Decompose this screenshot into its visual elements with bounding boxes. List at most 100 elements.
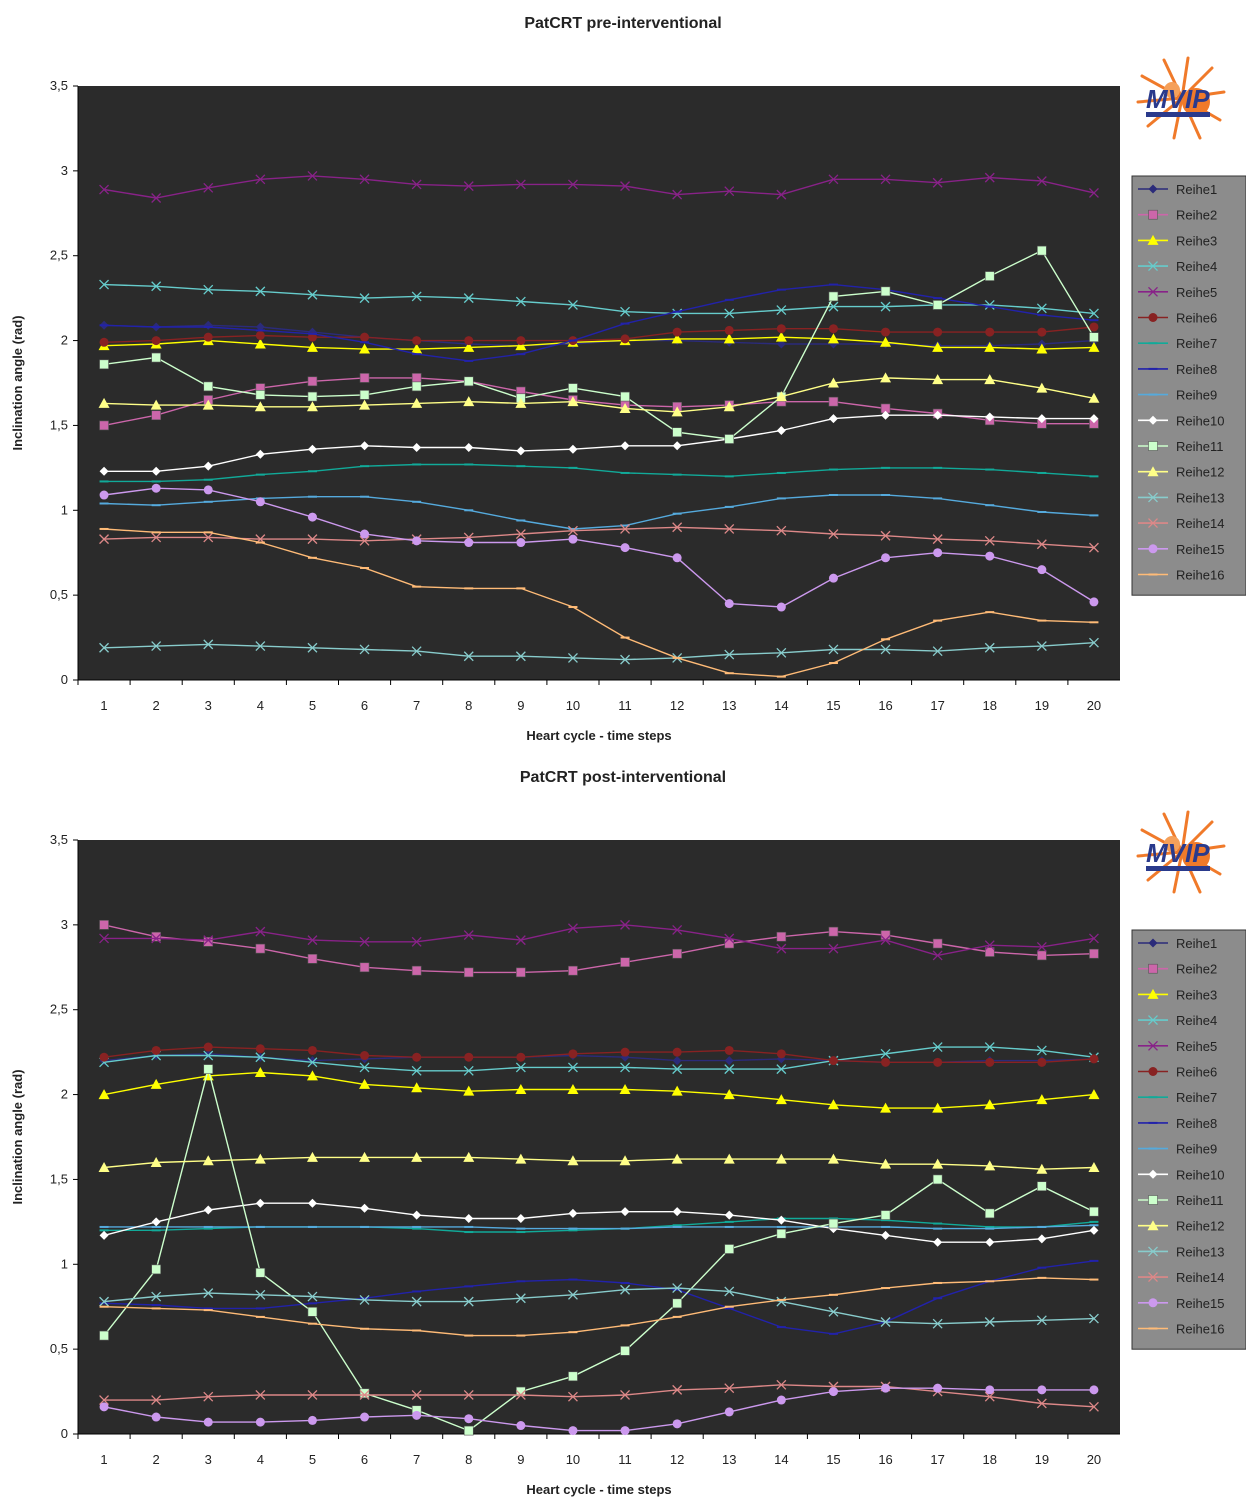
series-reihe12 bbox=[98, 372, 1100, 417]
data-point bbox=[671, 1153, 683, 1164]
series-line bbox=[103, 1260, 1095, 1335]
data-point bbox=[307, 1198, 317, 1208]
data-point bbox=[880, 644, 891, 655]
data-point bbox=[984, 535, 995, 546]
data-point bbox=[881, 553, 891, 563]
data-point bbox=[672, 924, 683, 935]
data-point bbox=[1037, 950, 1047, 961]
data-point bbox=[932, 950, 943, 961]
data-point bbox=[880, 935, 891, 946]
series-reihe15 bbox=[99, 1383, 1099, 1436]
data-point bbox=[1089, 332, 1099, 342]
series-reihe5 bbox=[99, 919, 1099, 961]
legend-item: Reihe11 bbox=[1138, 1193, 1223, 1208]
data-point bbox=[620, 1062, 631, 1073]
data-point bbox=[985, 412, 995, 422]
legend-item: Reihe15 bbox=[1138, 542, 1224, 557]
series-line bbox=[103, 1387, 1094, 1432]
data-point bbox=[1036, 941, 1047, 952]
data-point bbox=[568, 383, 578, 393]
data-point bbox=[307, 1045, 317, 1055]
data-point bbox=[203, 1064, 214, 1074]
data-point bbox=[150, 1156, 162, 1167]
data-point bbox=[672, 1419, 682, 1429]
data-point bbox=[568, 444, 578, 454]
data-point bbox=[933, 410, 943, 420]
data-point bbox=[828, 174, 839, 185]
data-point bbox=[516, 1052, 526, 1062]
data-point bbox=[724, 1383, 735, 1394]
data-point bbox=[828, 529, 839, 540]
legend-swatch-marker bbox=[1148, 1067, 1158, 1076]
data-point bbox=[1089, 322, 1099, 332]
legend-item: Reihe9 bbox=[1138, 1142, 1217, 1157]
data-point bbox=[516, 538, 526, 548]
data-point bbox=[515, 1293, 526, 1304]
data-point bbox=[99, 1395, 110, 1406]
data-point bbox=[933, 1237, 943, 1247]
data-point bbox=[254, 338, 266, 349]
data-point bbox=[411, 1390, 422, 1400]
data-point bbox=[1088, 637, 1099, 648]
data-point bbox=[672, 189, 683, 200]
y-tick-label: 2 bbox=[61, 1087, 68, 1102]
data-point bbox=[672, 427, 682, 438]
data-point bbox=[880, 530, 891, 541]
data-point bbox=[359, 535, 370, 546]
data-point bbox=[151, 410, 161, 421]
legend-swatch-marker bbox=[1148, 184, 1158, 194]
data-point bbox=[359, 373, 370, 383]
legend-item: Reihe11 bbox=[1138, 439, 1223, 454]
chart-title: PatCRT pre-interventional bbox=[524, 15, 721, 32]
x-tick-label: 3 bbox=[205, 698, 212, 713]
series-reihe6 bbox=[99, 322, 1099, 347]
data-point bbox=[881, 410, 891, 420]
data-point bbox=[724, 938, 735, 949]
data-point bbox=[255, 1289, 266, 1300]
data-point bbox=[880, 372, 892, 383]
data-point bbox=[1036, 303, 1047, 314]
y-tick-label: 2,5 bbox=[50, 1002, 68, 1017]
data-point bbox=[203, 381, 214, 392]
data-point bbox=[984, 1391, 995, 1402]
legend-item: Reihe5 bbox=[1138, 1039, 1217, 1054]
x-tick-label: 7 bbox=[413, 1452, 420, 1467]
data-point bbox=[932, 646, 943, 657]
data-point bbox=[567, 1289, 578, 1300]
series-line bbox=[103, 494, 1095, 530]
data-point bbox=[463, 1296, 474, 1307]
x-axis-title: Heart cycle - time steps bbox=[526, 728, 671, 743]
data-point bbox=[307, 289, 318, 300]
data-point bbox=[672, 553, 682, 563]
data-point bbox=[985, 1385, 995, 1395]
x-tick-label: 8 bbox=[465, 1452, 472, 1467]
legend-item: Reihe8 bbox=[1138, 1116, 1217, 1131]
data-point bbox=[620, 1207, 630, 1217]
series-line bbox=[103, 1071, 1095, 1109]
x-tick-label: 16 bbox=[878, 698, 892, 713]
series-reihe7 bbox=[99, 463, 1099, 483]
data-point bbox=[99, 642, 110, 653]
x-tick-label: 2 bbox=[153, 1452, 160, 1467]
y-tick-label: 3 bbox=[61, 163, 68, 178]
legend-item: Reihe14 bbox=[1138, 516, 1224, 531]
data-point bbox=[620, 523, 631, 534]
y-tick-label: 3,5 bbox=[50, 832, 68, 847]
data-point bbox=[307, 391, 318, 402]
series-line bbox=[103, 1277, 1095, 1337]
data-point bbox=[568, 1426, 578, 1436]
legend-label: Reihe6 bbox=[1176, 311, 1217, 326]
data-point bbox=[619, 402, 631, 413]
data-point bbox=[255, 286, 266, 297]
data-point bbox=[568, 1371, 578, 1382]
legend: Reihe1 Reihe2 Reihe3 Reihe4 Reihe5 Reihe6 Reih… bbox=[1131, 175, 1246, 596]
data-point bbox=[620, 334, 630, 344]
data-point bbox=[671, 1085, 683, 1096]
data-point bbox=[307, 534, 318, 545]
data-point bbox=[672, 948, 682, 959]
data-point bbox=[827, 1099, 839, 1110]
data-point bbox=[359, 1151, 371, 1162]
data-point bbox=[880, 1317, 891, 1327]
logo-text: MVIP bbox=[1146, 84, 1210, 114]
legend-label: Reihe13 bbox=[1176, 490, 1224, 505]
